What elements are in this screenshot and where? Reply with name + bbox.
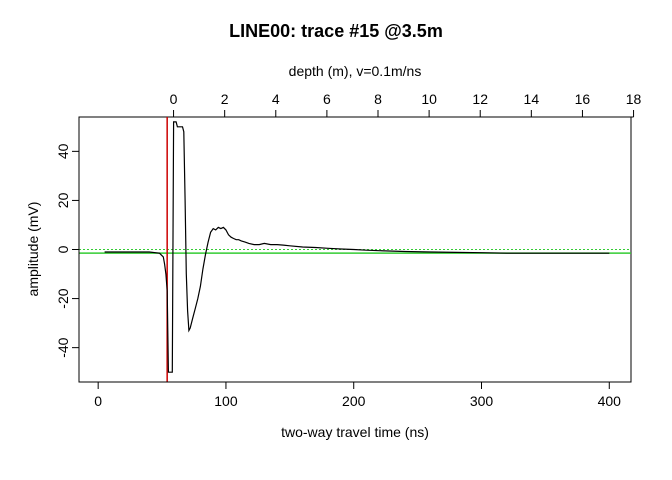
y-tick-label: 40 bbox=[55, 143, 71, 159]
top-tick-label: 16 bbox=[575, 91, 591, 107]
x-tick-label: 300 bbox=[470, 393, 494, 409]
top-tick-label: 0 bbox=[170, 91, 178, 107]
top-tick-label: 10 bbox=[421, 91, 437, 107]
x-tick-label: 400 bbox=[598, 393, 622, 409]
y-tick-label: -20 bbox=[55, 288, 71, 308]
y-tick-label: -40 bbox=[55, 337, 71, 357]
top-tick-label: 14 bbox=[524, 91, 540, 107]
y-tick-label: 0 bbox=[55, 245, 71, 253]
top-tick-label: 2 bbox=[221, 91, 229, 107]
y-axis-label: amplitude (mV) bbox=[25, 202, 41, 297]
top-tick-label: 6 bbox=[323, 91, 331, 107]
trace-line-1 bbox=[104, 121, 610, 373]
top-tick-label: 8 bbox=[374, 91, 382, 107]
x-axis-label: two-way travel time (ns) bbox=[281, 424, 429, 440]
top-axis-label: depth (m), v=0.1m/ns bbox=[289, 63, 422, 79]
plot-marks bbox=[79, 117, 631, 382]
x-tick-label: 0 bbox=[94, 393, 102, 409]
y-tick-label: 20 bbox=[55, 192, 71, 208]
chart-title: LINE00: trace #15 @3.5m bbox=[229, 21, 443, 41]
x-tick-label: 200 bbox=[342, 393, 366, 409]
top-tick-label: 12 bbox=[472, 91, 488, 107]
top-tick-label: 18 bbox=[626, 91, 642, 107]
top-tick-label: 4 bbox=[272, 91, 280, 107]
x-tick-label: 100 bbox=[214, 393, 238, 409]
